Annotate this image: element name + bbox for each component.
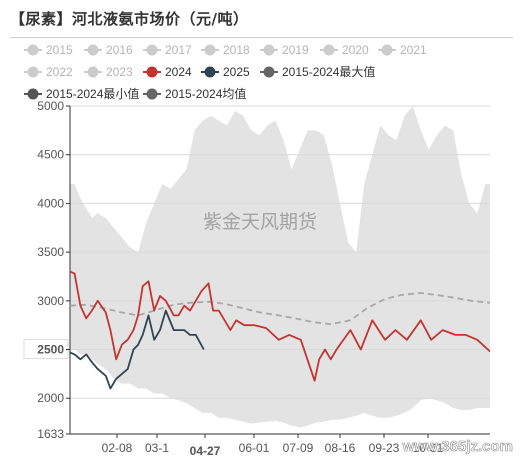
legend-item[interactable]: 2022 <box>24 65 73 79</box>
legend-marker <box>146 88 158 100</box>
legend-label: 2020 <box>342 43 369 57</box>
legend-item[interactable]: 2020 <box>320 43 369 57</box>
legend-marker <box>146 44 158 56</box>
legend-label: 2023 <box>106 65 133 79</box>
legend-item[interactable]: 2015 <box>24 43 73 57</box>
legend-marker <box>381 44 393 56</box>
legend-marker <box>263 44 275 56</box>
x-tick-label: 07-09 <box>283 441 314 455</box>
legend-item[interactable]: 2021 <box>378 43 427 57</box>
legend-item[interactable]: 2019 <box>260 43 309 57</box>
legend-marker <box>87 66 99 78</box>
legend-marker <box>27 44 39 56</box>
legend-marker <box>146 66 158 78</box>
y-tick-label: 1633 <box>37 427 64 441</box>
title-divider <box>10 37 513 38</box>
legend-item[interactable]: 2024 <box>143 65 192 79</box>
legend-label: 2024 <box>165 65 192 79</box>
y-tick-label: 4000 <box>37 196 64 210</box>
watermark-text: 紫金天风期货 <box>203 211 317 233</box>
legend-label: 2016 <box>106 43 133 57</box>
legend-item[interactable]: 2015-2024最小值 <box>24 86 139 101</box>
x-tick-label: 02-08 <box>102 441 133 455</box>
y-tick-label: 2500 <box>37 343 64 357</box>
legend-label: 2015-2024最小值 <box>46 86 139 101</box>
series-line-2024 <box>69 270 491 382</box>
legend-label: 2015-2024最大值 <box>282 64 375 79</box>
legend-label: 2015-2024均值 <box>165 86 246 101</box>
legend-label: 2021 <box>400 43 427 57</box>
y-tick-label: 4500 <box>37 148 64 162</box>
legend-marker <box>87 44 99 56</box>
legend-label: 2015 <box>46 43 73 57</box>
legend-label: 2025 <box>223 65 250 79</box>
legend-item[interactable]: 2015-2024均值 <box>143 86 246 101</box>
x-tick-label: 06-01 <box>239 441 270 455</box>
series-line-2015-2024- <box>69 292 491 326</box>
legend-marker <box>27 88 39 100</box>
legend-item[interactable]: 2018 <box>201 43 250 57</box>
y-tick-label: 3500 <box>37 245 64 259</box>
legend-label: 2022 <box>46 65 73 79</box>
x-tick-label: 04-27 <box>190 444 221 458</box>
legend-marker <box>204 66 216 78</box>
chart-title: 【尿素】河北液氨市场价（元/吨） <box>10 10 249 28</box>
max-min-band <box>70 106 490 428</box>
legend-label: 2019 <box>282 43 309 57</box>
legend-marker <box>323 44 335 56</box>
legend-item[interactable]: 2025 <box>201 65 250 79</box>
legend-item[interactable]: 2017 <box>143 43 192 57</box>
legend-item[interactable]: 2016 <box>84 43 133 57</box>
legend-marker <box>204 44 216 56</box>
legend-item[interactable]: 2015-2024最大值 <box>260 64 375 79</box>
x-tick-label: 09-23 <box>369 441 400 455</box>
series-line-2025 <box>69 309 205 390</box>
legend-label: 2017 <box>165 43 192 57</box>
legend-item[interactable]: 2023 <box>84 65 133 79</box>
legend-marker <box>27 66 39 78</box>
x-tick-label: 10-31 <box>413 441 444 455</box>
legend-marker <box>263 66 275 78</box>
y-tick-label: 5000 <box>37 99 64 113</box>
x-tick-label: 03-1 <box>145 441 169 455</box>
x-tick-label: 08-16 <box>325 441 356 455</box>
y-tick-label: 3000 <box>37 294 64 308</box>
site-watermark-text: www.365jz.com <box>402 438 513 455</box>
legend-label: 2018 <box>223 43 250 57</box>
y-tick-label: 2000 <box>37 391 64 405</box>
